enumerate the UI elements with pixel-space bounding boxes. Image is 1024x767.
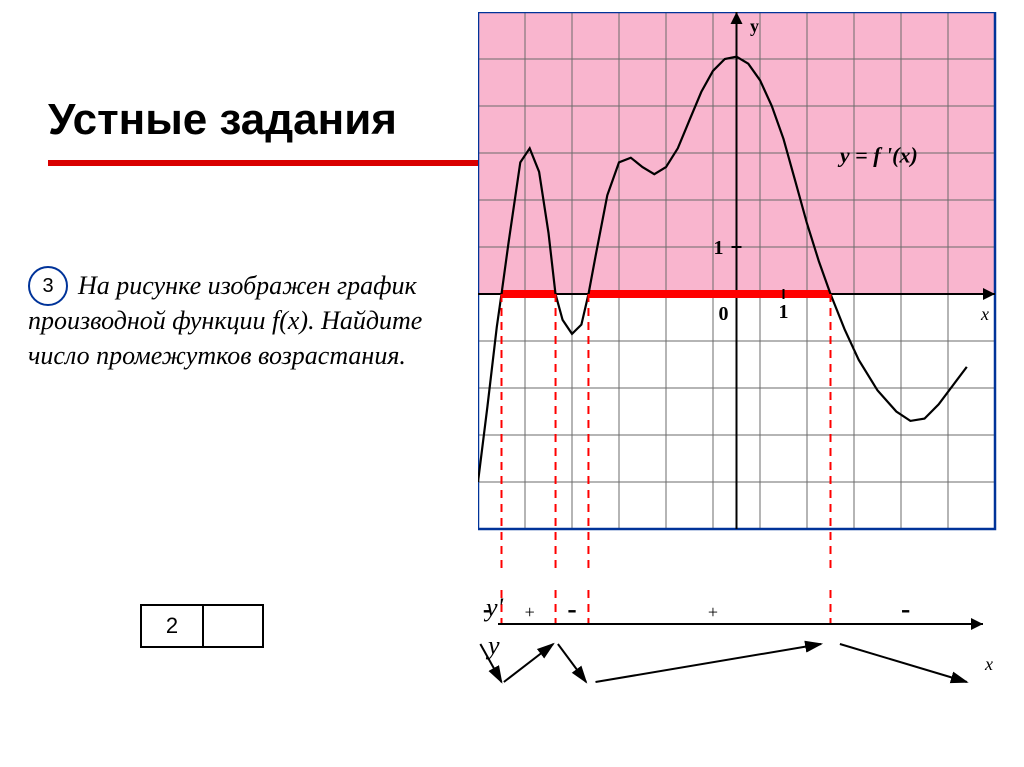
derivative-chart: y x 0 1 1 y = f '(x) xyxy=(478,12,1000,572)
svg-text:x: x xyxy=(984,654,993,674)
svg-text:y: y xyxy=(750,16,759,36)
svg-text:-: - xyxy=(483,594,492,625)
svg-text:-: - xyxy=(901,594,910,625)
answer-box: 2 xyxy=(140,604,264,648)
svg-text:+: + xyxy=(525,602,535,622)
svg-text:y = f '(x): y = f '(x) xyxy=(837,142,918,167)
svg-text:1: 1 xyxy=(714,237,724,259)
svg-text:+: + xyxy=(708,602,718,622)
answer-box-divider xyxy=(202,606,204,646)
svg-text:0: 0 xyxy=(719,303,729,325)
sign-diagram: y'yx-+-+- xyxy=(478,590,1000,700)
page-title: Устные задания xyxy=(48,95,397,145)
prompt-lead: На рисунке изображен xyxy=(78,271,330,300)
svg-text:1: 1 xyxy=(779,301,789,323)
task-prompt: На рисунке изображен график производной … xyxy=(28,268,458,373)
svg-text:x: x xyxy=(980,304,989,324)
svg-text:-: - xyxy=(567,594,576,625)
answer-value: 2 xyxy=(142,606,202,646)
